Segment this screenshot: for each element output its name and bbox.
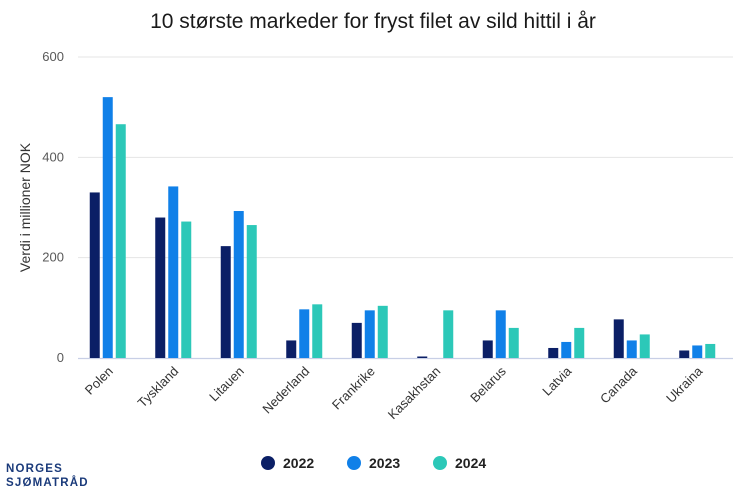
legend-label-2024[interactable]: 2024 (455, 455, 486, 471)
x-tick-label: Ukraina (663, 363, 706, 406)
norges-sjomatrad-logo: NORGES SJØMATRÅD (6, 462, 89, 490)
bar-2022-polen[interactable] (89, 192, 100, 358)
chart-title: 10 største markeder for fryst filet av s… (150, 10, 596, 33)
bar-2023-latvia[interactable] (561, 341, 572, 358)
y-tick-label: 600 (42, 49, 64, 64)
y-tick-label: 0 (57, 350, 64, 365)
bar-2024-litauen[interactable] (246, 225, 257, 358)
bar-2023-tyskland[interactable] (168, 186, 179, 358)
bar-2022-belarus[interactable] (482, 340, 493, 358)
bar-2022-nederland[interactable] (286, 340, 297, 358)
bar-2024-canada[interactable] (639, 334, 650, 358)
bar-2023-polen[interactable] (102, 97, 113, 358)
bar-2023-nederland[interactable] (299, 309, 310, 358)
x-tick-label: Nederland (259, 364, 312, 417)
legend-label-2023[interactable]: 2023 (369, 455, 400, 471)
bar-2022-tyskland[interactable] (155, 217, 166, 358)
x-tick-label: Polen (82, 364, 116, 398)
x-tick-label: Tyskland (134, 364, 181, 411)
legend-marker-2024 (433, 456, 447, 470)
grid: 0 200 400 600 (42, 49, 733, 365)
x-tick-label: Belarus (467, 363, 509, 405)
bar-2023-frankrike[interactable] (364, 310, 375, 358)
legend-label-2022[interactable]: 2022 (283, 455, 314, 471)
bar-2023-litauen[interactable] (233, 211, 244, 358)
x-tick-label: Latvia (539, 363, 575, 399)
x-tick-label: Litauen (206, 364, 247, 405)
bar-2024-ukraina[interactable] (705, 343, 716, 358)
bar-2022-ukraina[interactable] (679, 350, 690, 358)
x-axis-labels: Polen Tyskland Litauen Nederland Frankrike Ka… (82, 363, 706, 422)
bar-2024-frankrike[interactable] (377, 305, 388, 358)
x-tick-label: Kasakhstan (385, 364, 444, 423)
bar-2022-canada[interactable] (613, 319, 624, 358)
bar-2024-nederland[interactable] (312, 304, 323, 358)
bar-2024-latvia[interactable] (574, 327, 585, 358)
bar-2023-ukraina[interactable] (692, 345, 703, 358)
legend-marker-2022 (261, 456, 275, 470)
x-tick-label: Canada (597, 363, 640, 406)
logo-line-2: SJØMATRÅD (6, 477, 89, 489)
y-axis-title: Verdi i millioner NOK (17, 142, 33, 272)
bar-2022-kasakhstan[interactable] (417, 356, 428, 358)
bar-2024-tyskland[interactable] (181, 221, 192, 358)
bar-2022-latvia[interactable] (548, 347, 559, 358)
bar-2022-litauen[interactable] (220, 246, 231, 358)
bar-2023-canada[interactable] (626, 340, 637, 358)
bar-2022-frankrike[interactable] (351, 322, 362, 358)
logo-line-1: NORGES (6, 463, 64, 475)
y-tick-label: 400 (42, 149, 64, 164)
bars (89, 97, 716, 359)
bar-2024-kasakhstan[interactable] (443, 310, 454, 358)
bar-2023-belarus[interactable] (495, 310, 506, 358)
legend: 2022 2023 2024 (261, 455, 486, 471)
legend-marker-2023 (347, 456, 361, 470)
x-tick-label: Frankrike (329, 364, 378, 413)
y-tick-label: 200 (42, 250, 64, 265)
bar-2024-polen[interactable] (115, 124, 126, 359)
bar-2024-belarus[interactable] (508, 327, 519, 358)
